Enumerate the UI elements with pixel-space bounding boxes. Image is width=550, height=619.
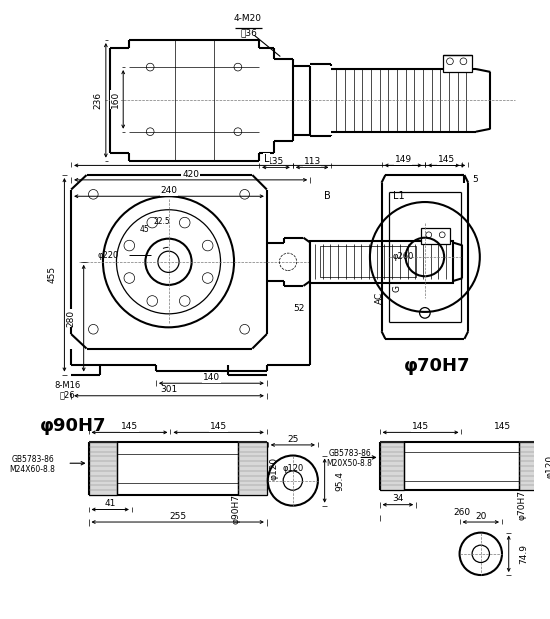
Bar (379, 442, 404, 490)
Text: φ120: φ120 (269, 456, 278, 480)
Text: 145: 145 (121, 422, 138, 431)
Text: 455: 455 (47, 266, 57, 284)
Text: G: G (392, 285, 402, 292)
Text: φ220: φ220 (97, 251, 118, 259)
Text: L: L (264, 154, 270, 163)
Text: 420: 420 (182, 170, 199, 179)
Text: 深26: 深26 (59, 391, 75, 399)
Text: 140: 140 (203, 373, 220, 382)
Text: 160: 160 (111, 91, 120, 108)
Text: 145: 145 (412, 422, 429, 431)
Text: 145: 145 (210, 422, 227, 431)
Text: 135: 135 (267, 157, 284, 166)
Text: φ70H7: φ70H7 (404, 357, 471, 375)
Text: 34: 34 (392, 495, 404, 503)
Text: 113: 113 (304, 157, 321, 166)
Text: AC: AC (375, 292, 384, 303)
Bar (238, 442, 267, 495)
Text: 74.9: 74.9 (520, 544, 529, 564)
Bar (443, 54, 472, 72)
Text: GB5783-86: GB5783-86 (329, 449, 372, 458)
Text: 25: 25 (287, 435, 299, 444)
Bar (89, 442, 117, 495)
Text: φ120: φ120 (282, 464, 304, 472)
Text: φ90H7: φ90H7 (232, 495, 240, 524)
Text: M24X60-8.8: M24X60-8.8 (9, 464, 55, 474)
Text: 8-M16: 8-M16 (54, 381, 80, 389)
Text: B: B (324, 191, 331, 201)
Text: 22.5: 22.5 (153, 217, 170, 226)
Text: φ120: φ120 (546, 454, 550, 478)
Text: φ70H7: φ70H7 (518, 490, 527, 520)
Text: 280: 280 (67, 310, 76, 327)
Text: 20: 20 (475, 512, 486, 521)
Text: 95.4: 95.4 (336, 470, 344, 491)
Text: 4-M20: 4-M20 (234, 14, 262, 24)
Text: φ260: φ260 (392, 253, 414, 261)
Text: 149: 149 (395, 155, 412, 164)
Text: 240: 240 (161, 186, 178, 195)
Bar (320, 246, 416, 277)
Text: 52: 52 (293, 303, 304, 313)
Text: φ90H7: φ90H7 (40, 417, 106, 435)
Text: 深36: 深36 (240, 28, 257, 37)
Text: 41: 41 (104, 499, 116, 508)
Bar (421, 228, 450, 245)
Text: 5: 5 (472, 175, 478, 184)
Text: 145: 145 (494, 422, 511, 431)
Bar (519, 442, 543, 490)
Text: 236: 236 (94, 92, 103, 109)
Text: GB5783-86: GB5783-86 (12, 455, 55, 464)
Text: 145: 145 (438, 155, 455, 164)
Text: 260: 260 (453, 508, 470, 517)
Text: 301: 301 (161, 386, 178, 394)
Text: 45: 45 (140, 225, 149, 235)
Text: 255: 255 (169, 512, 186, 521)
Bar (310, 241, 453, 283)
Text: L1: L1 (393, 191, 405, 201)
Text: M20X50-8.8: M20X50-8.8 (326, 459, 372, 468)
